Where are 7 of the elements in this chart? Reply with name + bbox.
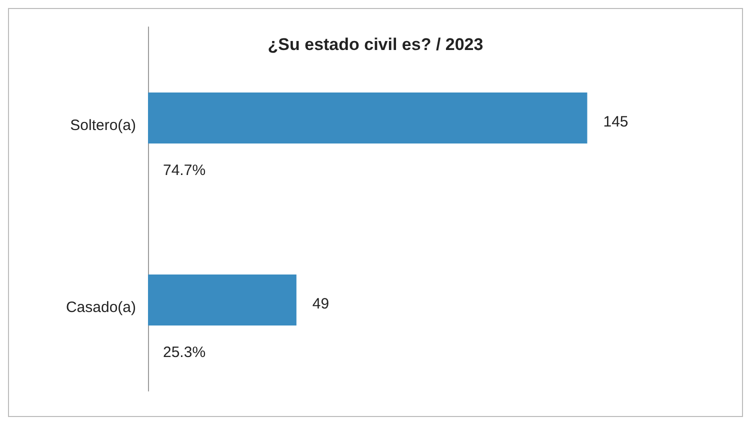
annotation: 25.3%	[163, 344, 206, 361]
text: ¿Su estado civil es? / 2023	[268, 35, 484, 54]
data-label: 145	[603, 114, 628, 130]
y-tick-label: Casado(a)	[66, 299, 136, 316]
y-tick-label: Soltero(a)	[70, 117, 136, 134]
data-label: 49	[312, 296, 330, 312]
annotation: 74.7%	[163, 162, 206, 179]
